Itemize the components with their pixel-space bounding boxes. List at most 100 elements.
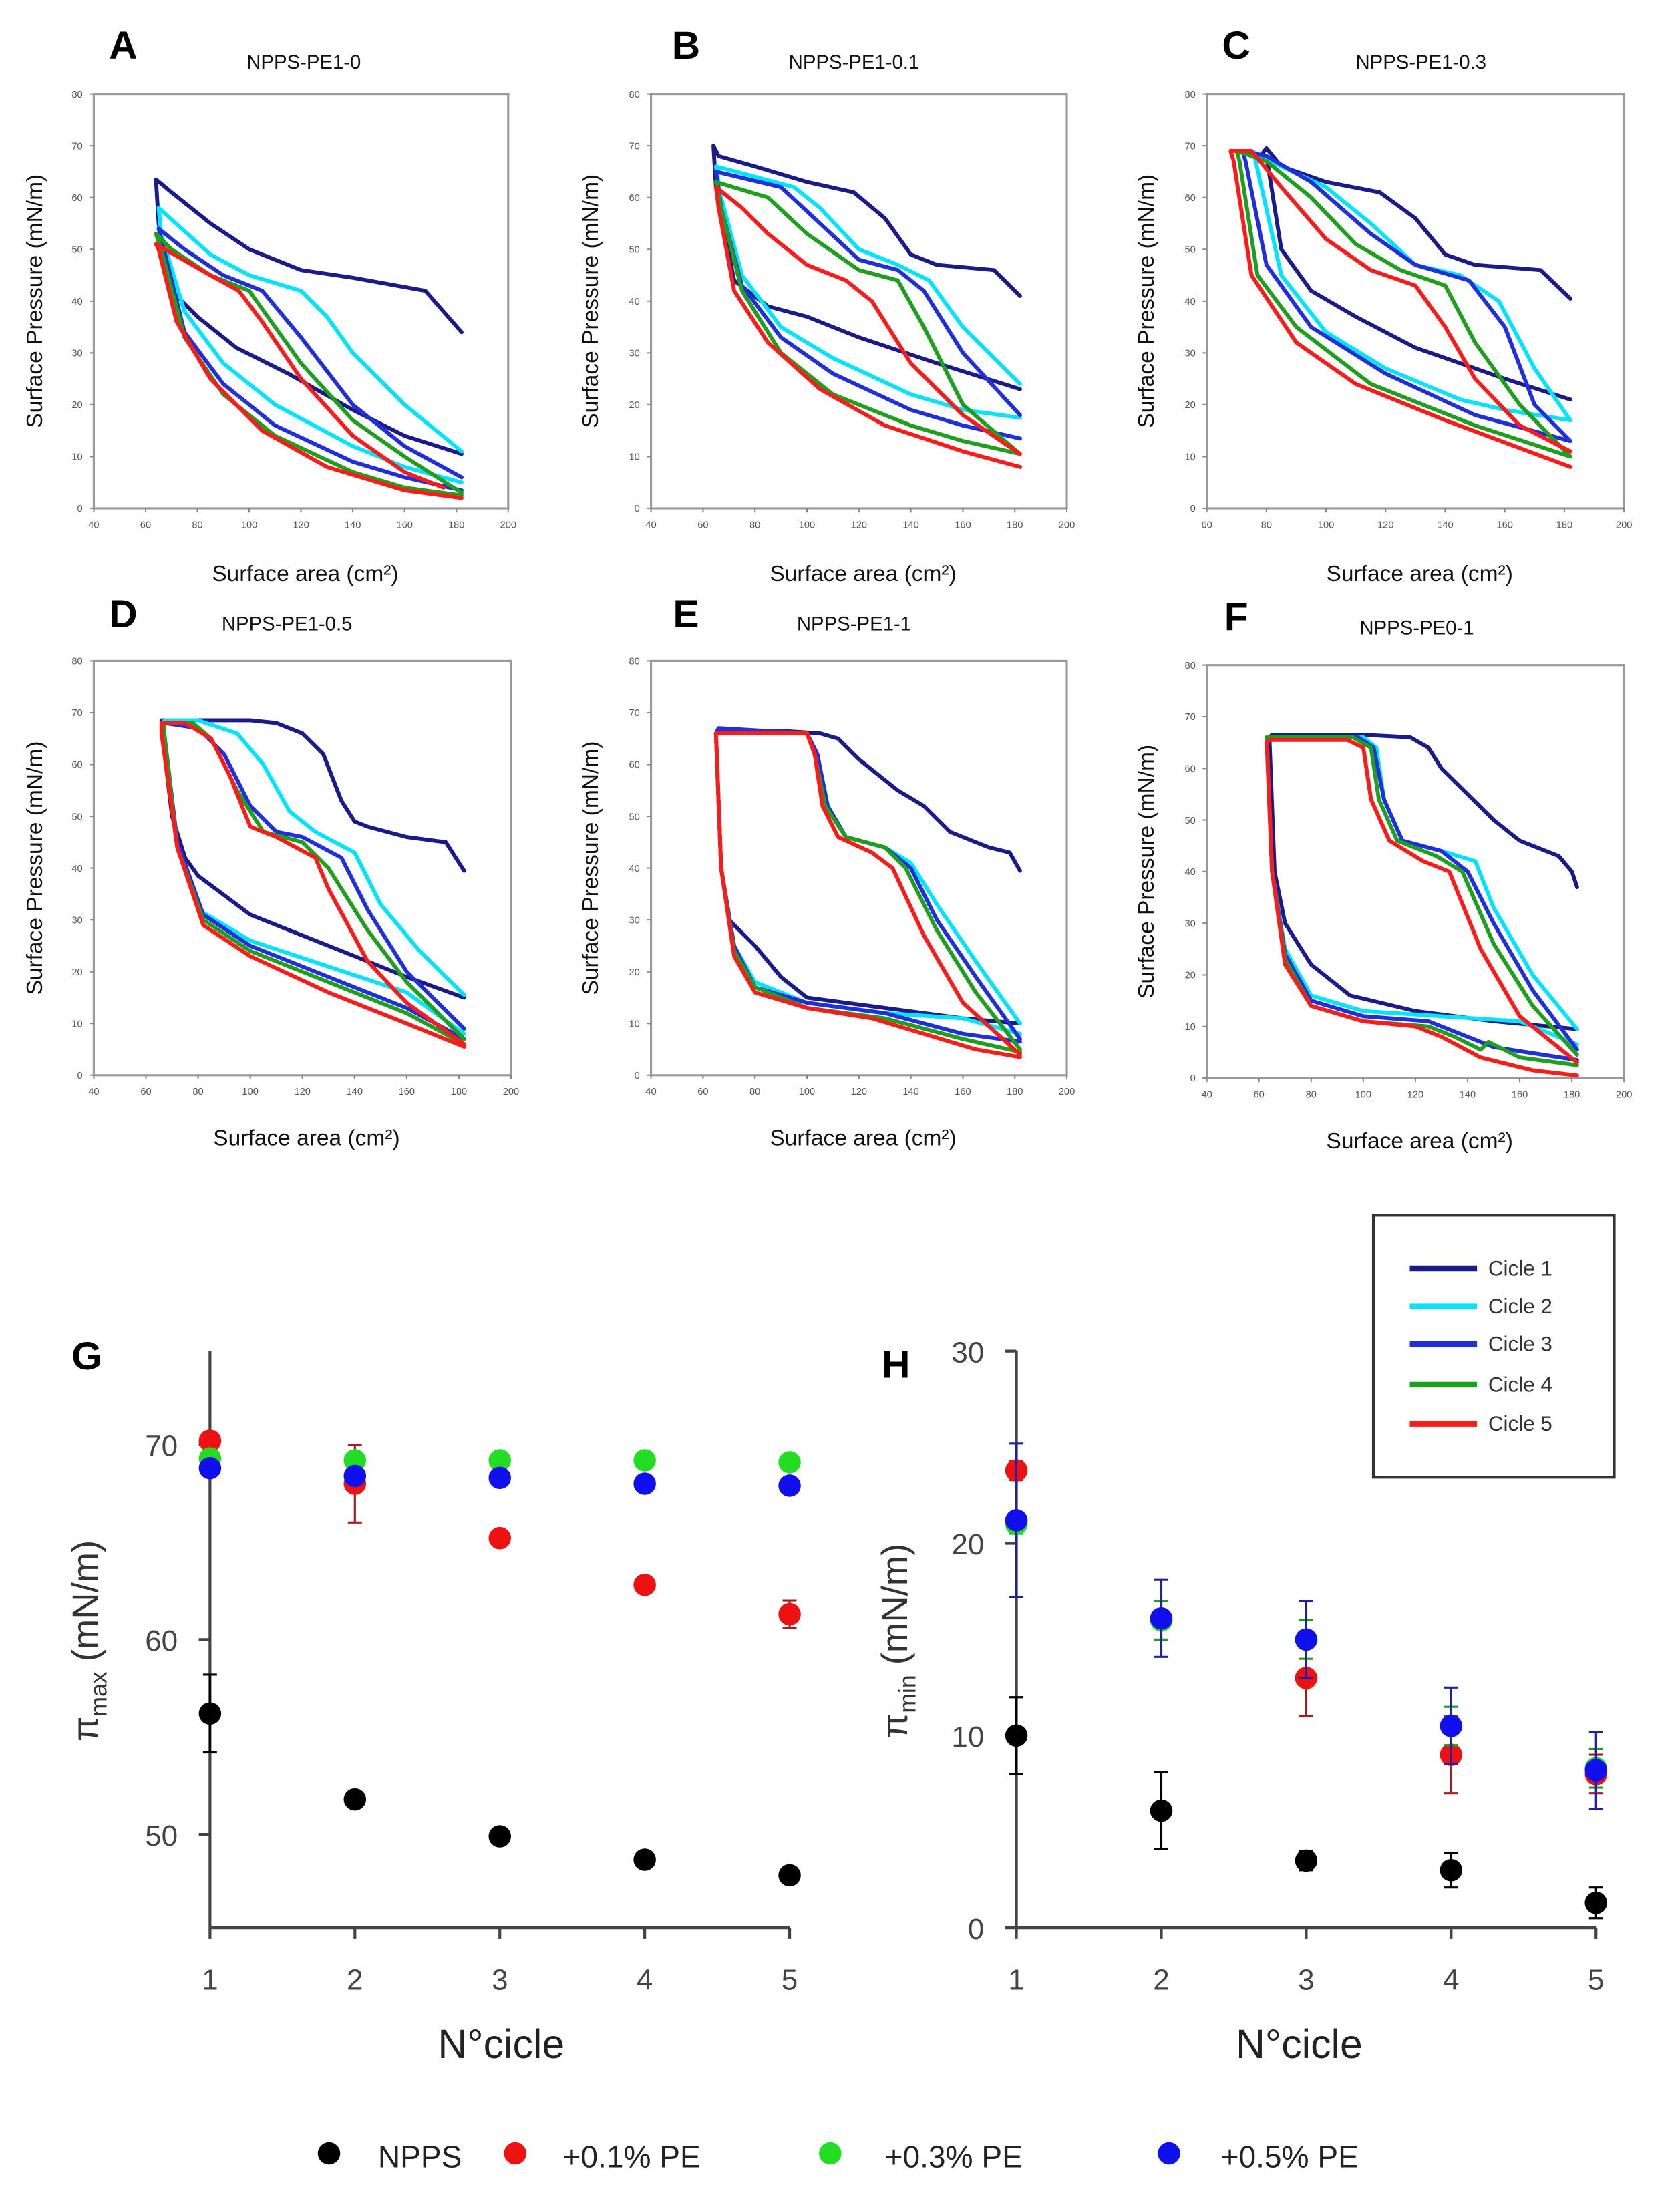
data-point--0-1-pe — [488, 1526, 511, 1550]
x-tick-label: 2 — [347, 1963, 363, 1996]
y-tick-label: 70 — [629, 708, 639, 719]
x-tick-label: 160 — [955, 1087, 971, 1097]
data-point--0-5-pe — [343, 1464, 367, 1488]
legend-label: Cicle 1 — [1488, 1256, 1552, 1280]
y-tick-label: 40 — [71, 297, 82, 307]
x-axis-label: Surface area (cm²) — [212, 562, 398, 586]
y-tick-label: 30 — [1185, 918, 1196, 929]
y-tick-label: 30 — [71, 915, 82, 926]
y-tick-label: 20 — [1185, 971, 1196, 981]
y-tick-label: 40 — [71, 864, 82, 874]
y-label-space — [65, 1661, 106, 1671]
panel-title: NPPS-PE1-0.5 — [222, 613, 353, 635]
group-legend: NPPS +0.1% PE +0.3% PE +0.5% PE — [317, 2140, 1359, 2174]
x-tick-label: 60 — [697, 1087, 708, 1097]
y-tick-label: 20 — [1185, 400, 1196, 411]
y-label-subscript: max — [85, 1671, 112, 1716]
y-tick-label: 30 — [629, 349, 639, 359]
series-line-cycle-1 — [711, 144, 1022, 391]
series-line-cycle-2 — [1249, 148, 1572, 423]
series-line-cycle-2 — [162, 718, 466, 1036]
x-tick-label: 180 — [1007, 1087, 1023, 1097]
panel-letter: F — [1224, 595, 1248, 639]
x-tick-label: 60 — [697, 520, 708, 530]
x-tick-label: 5 — [782, 1963, 798, 1996]
data-point--0-3-pe — [488, 1449, 511, 1472]
series-line-cycle-4 — [154, 232, 464, 498]
y-tick-label: 0 — [1190, 504, 1196, 514]
data-point-npps — [488, 1825, 511, 1848]
x-tick-label: 100 — [241, 520, 257, 530]
y-tick-label: 60 — [71, 193, 82, 204]
legend-label: +0.1% PE — [563, 2140, 701, 2174]
x-tick-label: 120 — [851, 520, 867, 530]
data-point--0-1-pe — [633, 1573, 656, 1596]
data-point--0-3-pe — [633, 1449, 656, 1472]
x-tick-label: 3 — [1298, 1963, 1314, 1996]
x-tick-label: 200 — [1059, 520, 1075, 530]
x-tick-label: 60 — [140, 1087, 151, 1097]
y-tick-label: 20 — [71, 967, 82, 978]
data-point--0-5-pe — [1150, 1606, 1173, 1630]
panel-title: NPPS-PE0-1 — [1359, 617, 1474, 639]
y-tick-label: 80 — [629, 90, 639, 100]
x-axis-label: Surface area (cm²) — [1326, 1129, 1512, 1154]
x-tick-label: 120 — [1377, 520, 1393, 530]
x-tick-label: 200 — [1616, 1089, 1632, 1100]
y-tick-label: 10 — [1185, 452, 1196, 463]
data-point--0-5-pe — [198, 1456, 222, 1480]
series-line-cycle-1 — [1267, 733, 1579, 1031]
series-line-cycle-5 — [1228, 148, 1572, 469]
x-tick-label: 100 — [1318, 520, 1334, 530]
y-axis-label: Surface Pressure (mN/m) — [578, 741, 603, 995]
series-line-cycle-5 — [154, 242, 464, 500]
y-tick-label: 80 — [71, 657, 82, 667]
y-tick-label: 80 — [629, 657, 639, 667]
y-tick-label: 0 — [77, 1071, 82, 1081]
panel-e: E NPPS-PE1-1 40 60 80 100 120 140 160 180 200 0 10 20… — [578, 592, 1075, 1150]
x-axis-label: Surface area (cm²) — [770, 562, 956, 586]
x-tick-label: 80 — [749, 1087, 760, 1097]
data-point-npps — [1150, 1799, 1173, 1822]
x-tick-label: 120 — [1407, 1089, 1423, 1100]
x-tick-label: 80 — [749, 520, 760, 530]
series-line-cycle-3 — [713, 726, 1022, 1044]
data-point--0-1-pe — [778, 1602, 801, 1626]
x-axis-label: N°cicle — [1236, 2021, 1363, 2067]
legend-label: Cicle 5 — [1488, 1412, 1552, 1435]
series-line-cycle-4 — [162, 721, 466, 1047]
series-line-cycle-4 — [1265, 735, 1579, 1067]
panel-letter: B — [672, 24, 700, 67]
series-line-cycle-5 — [713, 185, 1022, 469]
y-axis-label: Surface Pressure (mN/m) — [578, 174, 603, 428]
x-tick-label: 160 — [1512, 1089, 1528, 1100]
x-tick-label: 40 — [645, 1087, 656, 1097]
x-tick-label: 200 — [503, 1087, 519, 1097]
y-tick-label: 70 — [145, 1429, 178, 1462]
y-axis-label: πmin (mN/m) — [874, 1544, 921, 1739]
x-tick-label: 40 — [1201, 1089, 1212, 1100]
x-tick-label: 60 — [140, 520, 151, 530]
y-tick-label: 40 — [1185, 867, 1196, 878]
panel-letter: A — [109, 24, 137, 67]
y-tick-label: 10 — [629, 452, 639, 463]
x-tick-label: 160 — [1496, 520, 1512, 530]
x-tick-label: 80 — [1261, 520, 1272, 530]
x-tick-label: 140 — [1437, 520, 1453, 530]
x-tick-label: 120 — [851, 1087, 867, 1097]
y-tick-label: 0 — [968, 1913, 984, 1946]
panel-letter: C — [1222, 24, 1250, 67]
y-tick-label: 10 — [951, 1721, 984, 1753]
y-tick-label: 10 — [71, 1019, 82, 1029]
x-tick-label: 160 — [955, 520, 971, 530]
series-line-cycle-4 — [713, 180, 1022, 456]
x-tick-label: 140 — [345, 520, 361, 530]
x-tick-label: 120 — [293, 520, 309, 530]
y-tick-label: 70 — [1185, 141, 1196, 152]
legend-marker-4 — [1158, 2142, 1180, 2165]
y-axis-label: Surface Pressure (mN/m) — [1134, 745, 1159, 999]
x-axis-label: Surface area (cm²) — [1326, 562, 1512, 586]
data-point--0-5-pe — [633, 1472, 656, 1495]
y-axis-label: πmax (mN/m) — [65, 1540, 112, 1742]
